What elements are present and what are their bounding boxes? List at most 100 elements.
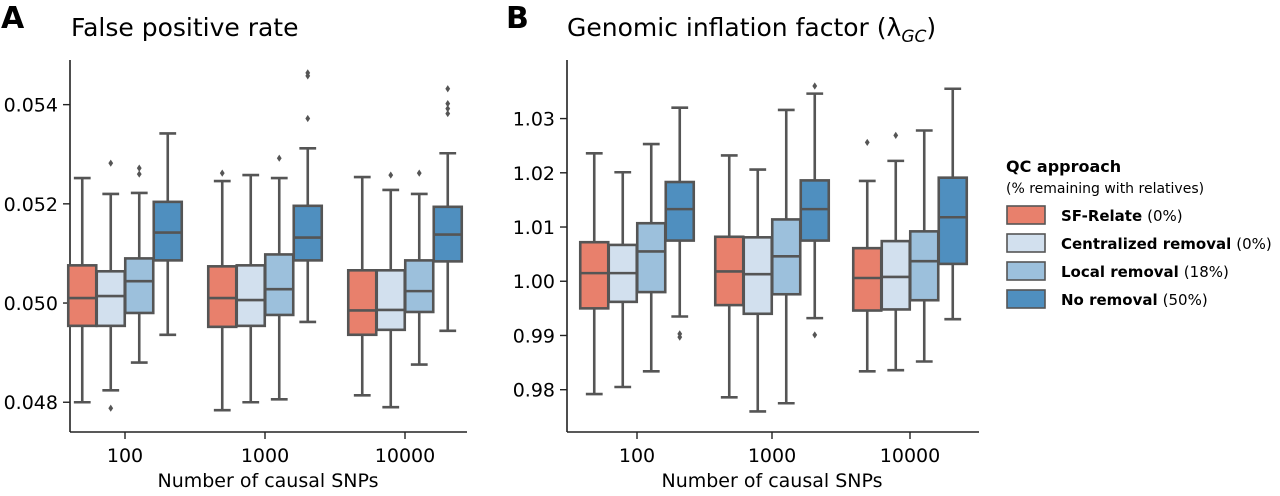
panel-a-box-centralized-removal-10000 xyxy=(375,171,407,409)
legend-pct-sf-relate: (0%) xyxy=(1147,207,1183,225)
box-iqr xyxy=(742,236,774,316)
box-iqr xyxy=(235,264,267,328)
panel-a-box-sf-relate-1000 xyxy=(206,169,238,412)
legend-swatch-centralized-removal xyxy=(1006,233,1046,253)
panel-a-y-tick-label: 0.052 xyxy=(4,194,58,216)
panel-a-box-sf-relate-10000 xyxy=(346,175,378,397)
panel-b-title-main: Genomic inflation factor (λ xyxy=(567,13,902,42)
outlier-point xyxy=(219,169,225,177)
panel-b-box-sf-relate-10000 xyxy=(851,138,883,373)
box-iqr xyxy=(799,179,831,242)
panel-a-box-no-removal-1000 xyxy=(292,69,324,324)
box-iqr xyxy=(346,269,378,337)
outlier-point xyxy=(136,170,142,178)
panel-b-y-tick-label: 1.02 xyxy=(513,163,555,185)
panel-b-box-no-removal-1000 xyxy=(799,82,831,339)
panel-b-y-tick-label: 0.99 xyxy=(513,325,555,347)
legend-title: QC approach xyxy=(1006,157,1121,176)
outlier-point xyxy=(108,159,114,167)
box-iqr xyxy=(880,239,912,311)
legend-pct-local-removal: (18%) xyxy=(1184,263,1229,281)
box-iqr xyxy=(578,240,610,310)
box-iqr xyxy=(403,259,435,314)
outlier-point xyxy=(108,404,114,412)
panel-b-box-local-removal-10000 xyxy=(908,129,940,363)
panel-a-xlabel: Number of causal SNPs xyxy=(157,470,378,492)
legend-swatch-no-removal xyxy=(1006,289,1046,309)
panel-a-box-no-removal-100 xyxy=(152,132,184,337)
box-iqr xyxy=(152,200,184,262)
panel-b-box-local-removal-1000 xyxy=(770,108,802,405)
panel-b-y-tick-label: 1.03 xyxy=(513,109,555,131)
panel-a-x-tick-label: 1000 xyxy=(241,445,289,467)
legend-name-local-removal: Local removal xyxy=(1061,263,1179,281)
outlier-point xyxy=(136,164,142,172)
outlier-point xyxy=(305,114,311,123)
legend-pct-centralized-removal: (0%) xyxy=(1236,235,1272,253)
outlier-point xyxy=(276,154,282,162)
panel-b-box-centralized-removal-100 xyxy=(607,170,639,389)
panel-a-box-no-removal-10000 xyxy=(432,85,464,333)
panel-a-box-local-removal-10000 xyxy=(403,169,435,366)
legend-pct-no-removal: (50%) xyxy=(1163,291,1208,309)
panel-a-x-tick-label: 100 xyxy=(107,445,143,467)
box-iqr xyxy=(664,180,696,242)
panel-b-box-no-removal-100 xyxy=(664,106,696,341)
outlier-point xyxy=(305,69,311,77)
legend-swatch-sf-relate xyxy=(1006,205,1046,225)
box-iqr xyxy=(292,204,324,262)
legend-entry-centralized-removal: Centralized removal (0%) xyxy=(1061,235,1272,253)
panel-b-y-tick-label: 1.01 xyxy=(513,217,555,239)
panel-a-plot: 0.048 0.050 0.052 0.054 100 1000 10000 xyxy=(4,60,467,467)
box-iqr xyxy=(95,269,127,328)
legend-entry-sf-relate: SF-Relate (0%) xyxy=(1061,207,1183,225)
panel-a-box-centralized-removal-1000 xyxy=(235,173,267,404)
panel-a-box-centralized-removal-100 xyxy=(95,159,127,412)
legend-subtitle: (% remaining with relatives) xyxy=(1006,181,1204,197)
box-iqr xyxy=(851,246,883,312)
panel-b-xlabel: Number of causal SNPs xyxy=(661,470,882,492)
outlier-point xyxy=(864,138,870,147)
box-iqr xyxy=(635,221,667,294)
outlier-point xyxy=(388,171,394,179)
outlier-point xyxy=(893,131,899,139)
outlier-point xyxy=(445,85,451,93)
panel-a-y-tick-label: 0.048 xyxy=(4,392,58,414)
panel-b-box-sf-relate-1000 xyxy=(713,154,745,399)
legend-entry-local-removal: Local removal (18%) xyxy=(1061,263,1229,281)
panel-b-letter: B xyxy=(506,1,529,36)
panel-b-box-centralized-removal-1000 xyxy=(742,168,774,413)
panel-b-title-end: ) xyxy=(926,13,936,42)
panel-b-box-sf-relate-100 xyxy=(578,151,610,396)
legend-name-centralized-removal: Centralized removal xyxy=(1061,235,1231,253)
outlier-point xyxy=(445,100,451,108)
outlier-point xyxy=(812,82,818,90)
outlier-point xyxy=(677,330,683,338)
legend-name-sf-relate: SF-Relate xyxy=(1061,207,1142,225)
panel-a-y-tick-label: 0.054 xyxy=(4,95,58,117)
panel-b-box-centralized-removal-10000 xyxy=(880,131,912,372)
outlier-point xyxy=(445,109,451,118)
box-iqr xyxy=(937,176,969,266)
box-iqr xyxy=(263,253,295,317)
panel-a-letter: A xyxy=(1,1,25,36)
box-iqr xyxy=(123,257,155,315)
legend-name-no-removal: No removal xyxy=(1061,291,1158,309)
legend-entry-no-removal: No removal (50%) xyxy=(1061,291,1208,309)
panel-a-x-tick-label: 10000 xyxy=(375,445,435,467)
panel-b-plot: 0.98 0.99 1.00 1.01 1.02 1.03 100 1000 10000 xyxy=(513,60,979,467)
panel-a-box-sf-relate-100 xyxy=(66,176,98,404)
box-iqr xyxy=(206,265,238,329)
outlier-point xyxy=(812,331,818,339)
box-iqr xyxy=(66,264,98,328)
panel-b-x-tick-label: 100 xyxy=(619,445,655,467)
outlier-point xyxy=(445,105,451,113)
box-iqr xyxy=(908,230,940,302)
panel-b-y-tick-label: 0.98 xyxy=(513,380,555,402)
panel-a-box-local-removal-100 xyxy=(123,164,155,364)
legend-swatch-local-removal xyxy=(1006,261,1046,281)
panel-a-y-tick-label: 0.050 xyxy=(4,293,58,315)
panel-b-x-tick-label: 10000 xyxy=(880,445,940,467)
panel-b-title-subscript: GC xyxy=(901,27,926,47)
